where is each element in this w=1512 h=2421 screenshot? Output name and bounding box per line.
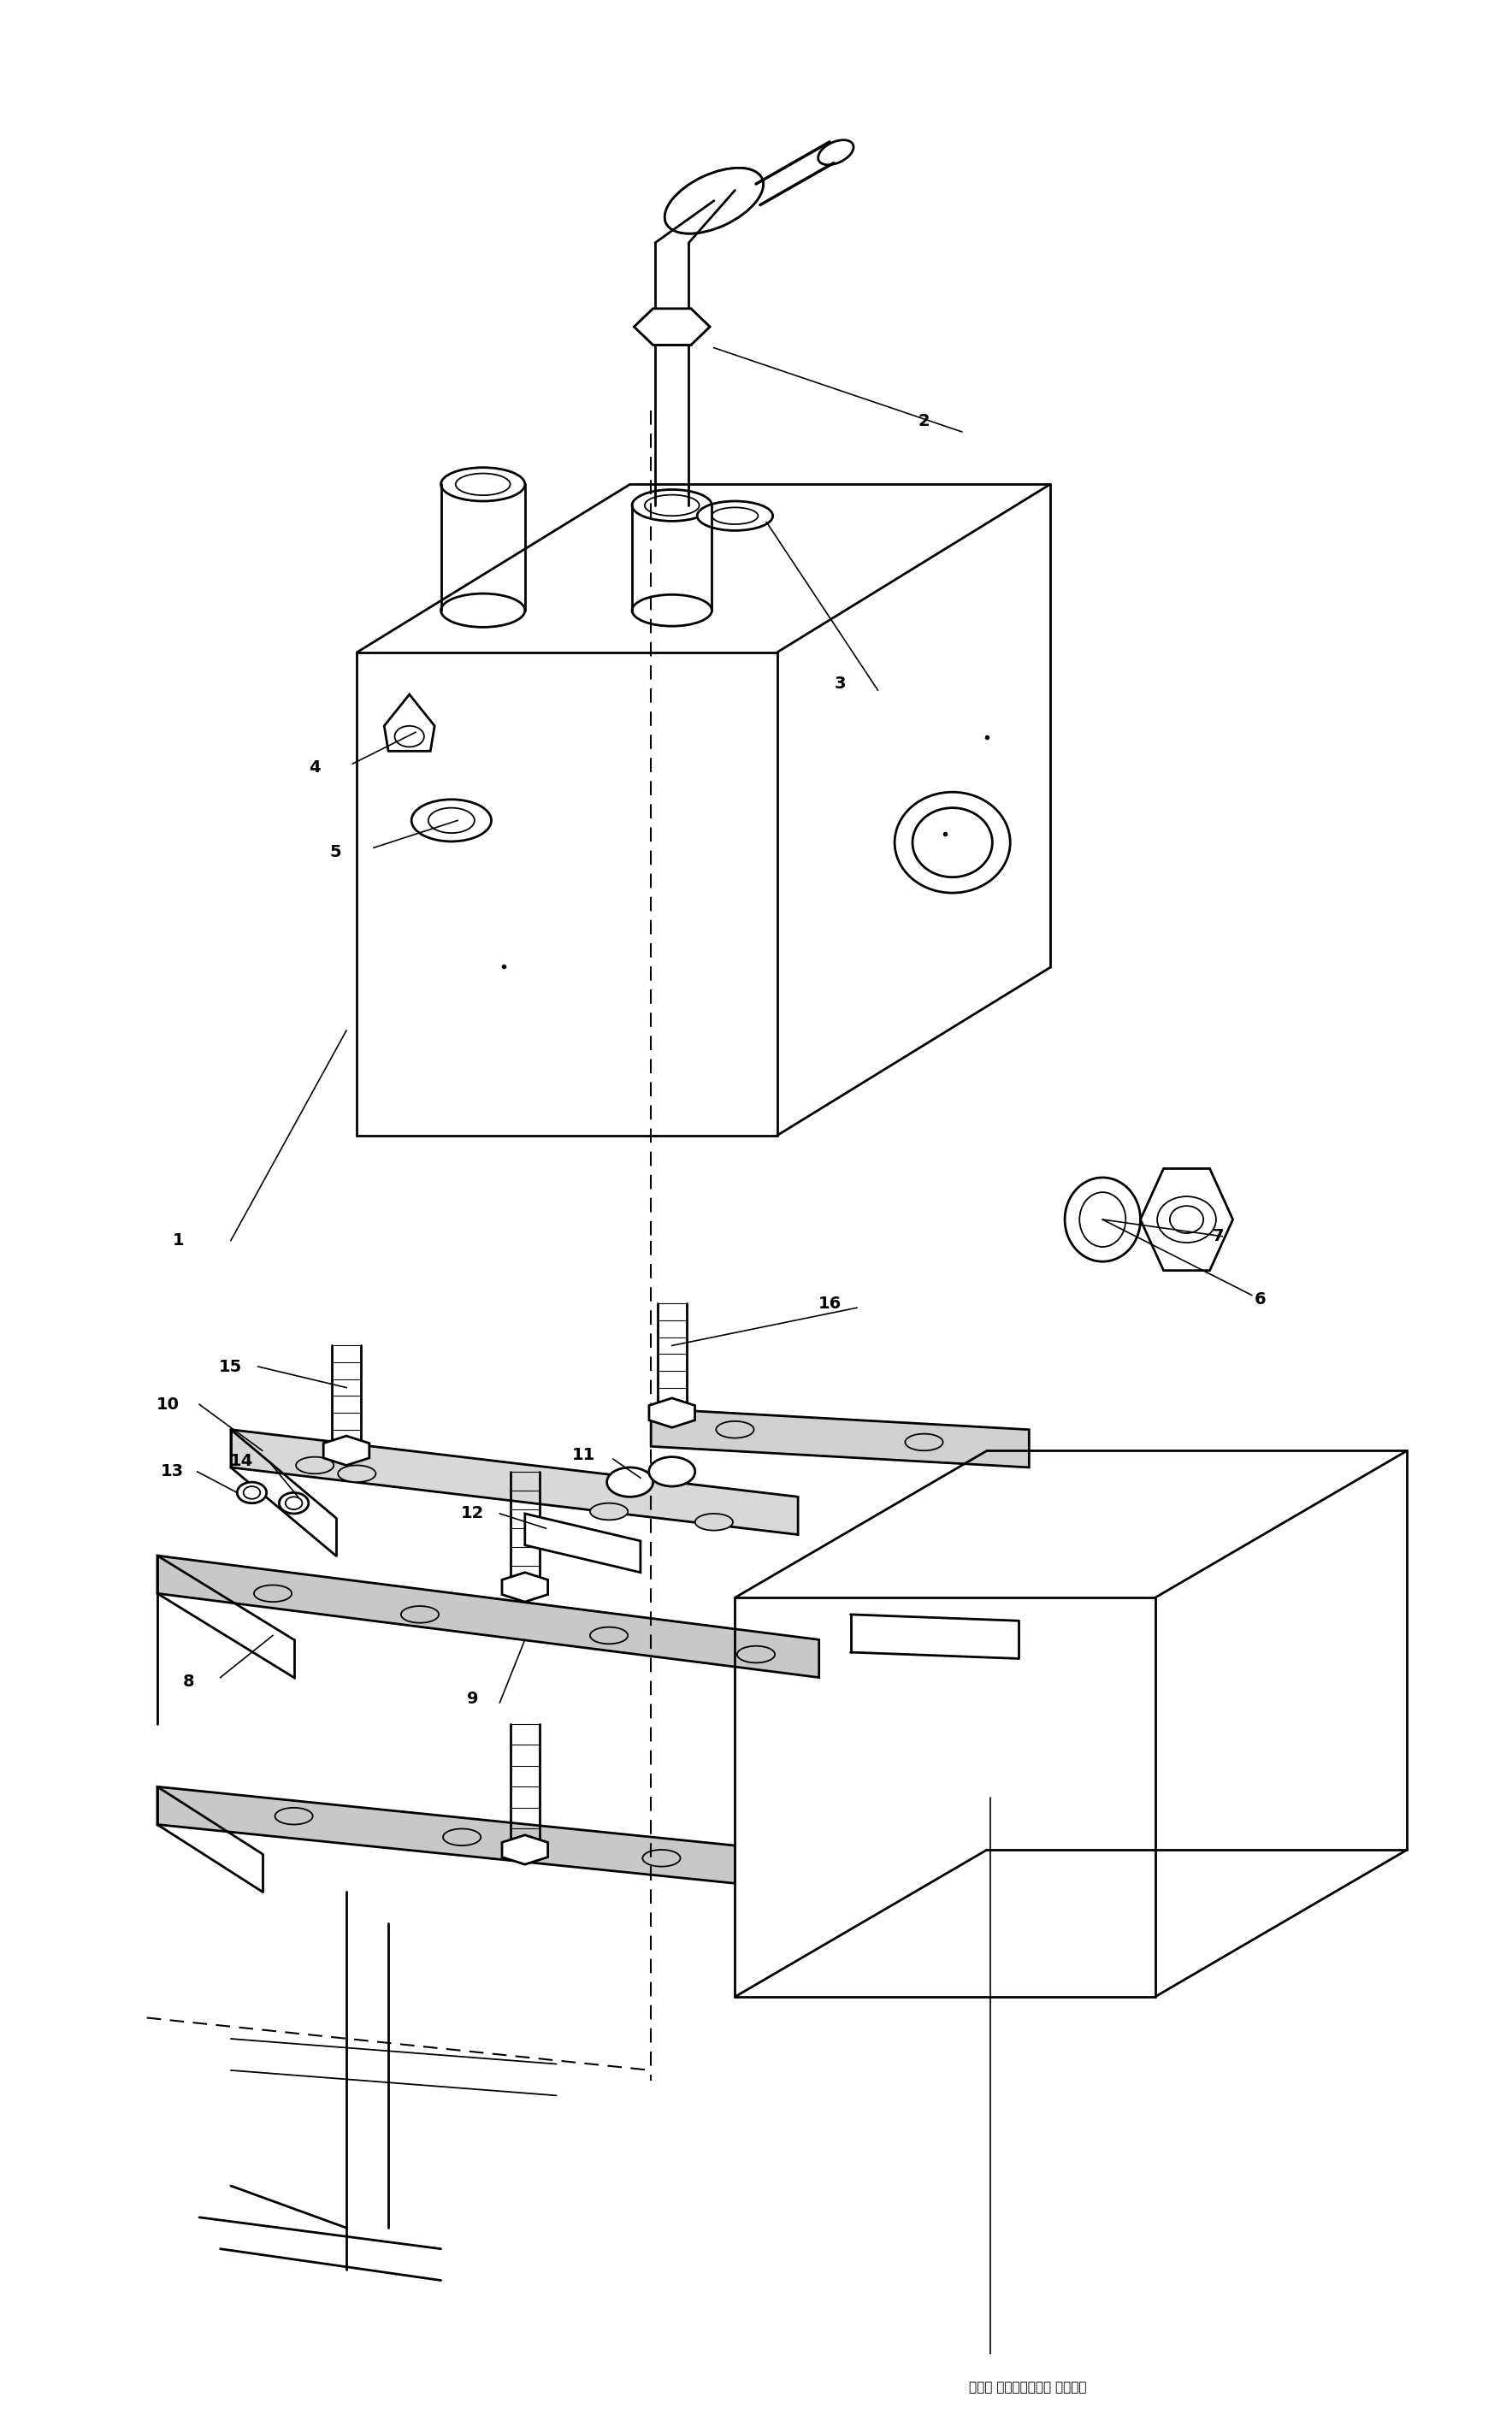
Ellipse shape [443,1828,481,1845]
Text: 9: 9 [467,1690,478,1707]
Text: 5: 5 [330,845,342,859]
Text: 8: 8 [183,1673,195,1690]
Ellipse shape [632,596,712,627]
Text: 10: 10 [156,1397,180,1411]
Text: 13: 13 [160,1465,183,1479]
Text: 7: 7 [1213,1227,1223,1244]
Ellipse shape [696,1513,733,1530]
Ellipse shape [736,1646,776,1663]
Ellipse shape [280,1494,308,1513]
Ellipse shape [818,140,854,165]
Ellipse shape [644,494,699,516]
Text: 12: 12 [461,1506,484,1523]
Ellipse shape [442,593,525,627]
Text: 15: 15 [219,1358,242,1375]
Polygon shape [525,1513,641,1574]
Ellipse shape [442,467,525,501]
Ellipse shape [1157,1196,1216,1242]
Ellipse shape [913,809,992,876]
Ellipse shape [401,1605,438,1622]
Text: 4: 4 [308,760,321,777]
Polygon shape [157,1557,820,1678]
Ellipse shape [643,1850,680,1867]
Polygon shape [1140,1169,1232,1271]
Ellipse shape [649,1457,696,1486]
Polygon shape [231,1431,798,1535]
Text: 2: 2 [918,414,930,429]
Ellipse shape [632,489,712,521]
Text: 11: 11 [572,1448,596,1462]
Ellipse shape [428,809,475,833]
Ellipse shape [455,475,510,496]
Ellipse shape [590,1627,627,1644]
Ellipse shape [275,1808,313,1825]
Polygon shape [652,1409,1030,1467]
Ellipse shape [590,1503,627,1520]
Text: 14: 14 [230,1453,253,1470]
Ellipse shape [395,726,423,748]
Text: 1: 1 [172,1232,184,1249]
Ellipse shape [606,1467,653,1496]
Polygon shape [502,1574,547,1603]
Polygon shape [157,1787,735,1884]
Ellipse shape [906,1433,943,1450]
Ellipse shape [1080,1191,1126,1247]
Text: 6: 6 [1255,1290,1266,1307]
Ellipse shape [254,1586,292,1603]
Ellipse shape [665,167,764,232]
Text: エアー コンポーネント ボックス: エアー コンポーネント ボックス [969,2380,1087,2394]
Ellipse shape [339,1465,376,1482]
Ellipse shape [697,501,773,530]
Polygon shape [649,1397,696,1428]
Polygon shape [384,695,434,751]
Ellipse shape [712,508,758,525]
Polygon shape [634,307,709,344]
Ellipse shape [296,1457,334,1474]
Ellipse shape [717,1421,754,1438]
Text: 16: 16 [818,1295,841,1312]
Text: 3: 3 [835,675,845,692]
Ellipse shape [237,1482,266,1503]
Polygon shape [502,1835,547,1864]
Polygon shape [324,1436,369,1465]
Ellipse shape [1064,1177,1140,1261]
Ellipse shape [411,799,491,843]
Ellipse shape [895,792,1010,893]
